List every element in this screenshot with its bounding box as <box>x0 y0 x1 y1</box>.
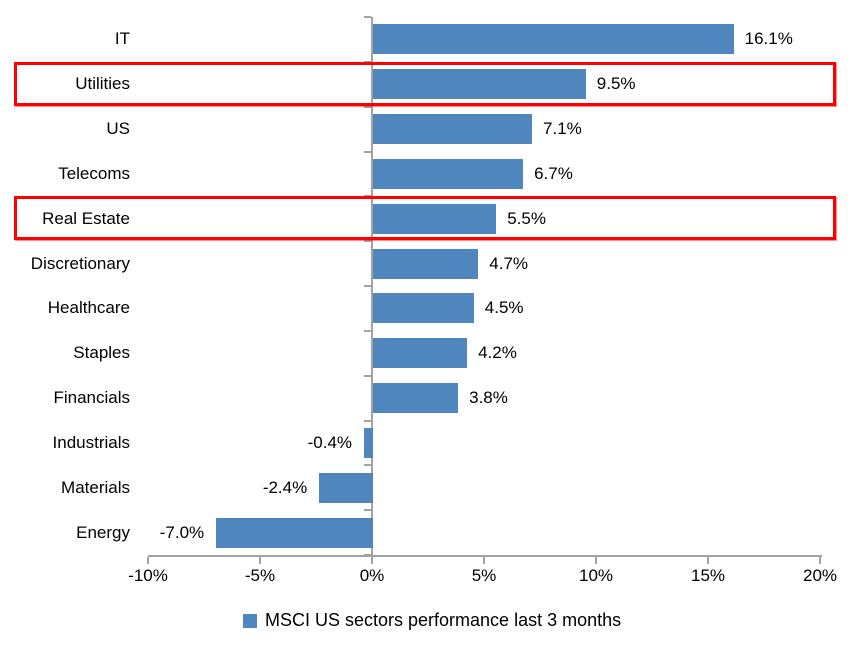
x-axis-tick-label: 5% <box>471 566 497 585</box>
x-axis-tick-label: 0% <box>359 566 385 585</box>
value-label: 7.1% <box>543 119 582 139</box>
category-label: Utilities <box>75 74 130 94</box>
category-label: US <box>106 119 130 139</box>
x-axis-tick-label: 10% <box>578 566 614 585</box>
y-axis-line <box>371 17 373 555</box>
value-label: 16.1% <box>744 29 793 49</box>
bar-utilities <box>373 69 586 100</box>
bar-real-estate <box>373 203 497 234</box>
x-axis-tick-label: 20% <box>802 566 838 585</box>
bar-healthcare <box>373 293 474 324</box>
bar-us <box>373 114 533 145</box>
category-label: Real Estate <box>42 208 130 228</box>
x-axis-tick <box>595 557 597 564</box>
value-label: -2.4% <box>262 477 308 497</box>
bar-it <box>373 24 734 55</box>
x-axis-tick-label: -10% <box>128 566 168 585</box>
legend-square-icon <box>243 613 257 628</box>
y-axis-tick <box>364 329 371 332</box>
y-axis-tick <box>364 150 371 153</box>
x-axis-tick <box>483 557 485 564</box>
y-axis-tick <box>364 240 371 243</box>
y-axis-tick <box>364 419 371 422</box>
category-label: Financials <box>53 388 130 408</box>
value-label: 3.8% <box>469 388 508 408</box>
value-label: 6.7% <box>534 163 573 183</box>
category-label: Staples <box>73 343 130 363</box>
y-axis-tick <box>364 285 371 287</box>
y-axis-tick <box>364 195 371 198</box>
x-axis-tick <box>819 557 821 564</box>
x-axis-line <box>148 555 822 557</box>
category-label: Telecoms <box>58 163 130 183</box>
x-axis-tick <box>371 557 373 564</box>
y-axis-tick <box>364 464 371 467</box>
category-label: Industrials <box>52 432 130 452</box>
bar-discretionary <box>373 248 479 279</box>
value-label: -7.0% <box>159 522 205 542</box>
value-label: 4.2% <box>478 343 517 363</box>
category-label: Healthcare <box>47 298 130 318</box>
bar-telecoms <box>373 158 524 189</box>
category-label: Materials <box>61 477 130 497</box>
category-label: Energy <box>76 522 130 542</box>
bar-energy <box>216 517 373 548</box>
value-label: 5.5% <box>507 208 546 228</box>
value-label: 4.5% <box>484 298 524 318</box>
y-axis-tick <box>364 105 371 108</box>
x-axis-tick-label: -5% <box>244 566 276 585</box>
y-axis-tick <box>364 374 371 377</box>
category-label: IT <box>114 29 130 49</box>
bar-staples <box>373 338 468 369</box>
legend-label: MSCI US sectors performance last 3 month… <box>265 610 622 630</box>
y-axis-tick <box>364 554 371 556</box>
y-axis-tick <box>364 509 371 512</box>
chart-legend: MSCI US sectors performance last 3 month… <box>243 610 621 631</box>
bar-industrials <box>364 427 373 458</box>
bar-financials <box>373 383 459 414</box>
y-axis-tick <box>364 60 371 63</box>
value-label: 4.7% <box>489 253 529 273</box>
x-axis-tick <box>707 557 709 564</box>
y-axis-tick <box>364 16 371 18</box>
value-label: -0.4% <box>307 432 353 452</box>
x-axis-tick-label: 15% <box>690 566 726 585</box>
x-axis-tick <box>147 557 149 564</box>
value-label: 9.5% <box>596 74 636 94</box>
category-label: Discretionary <box>30 253 130 273</box>
x-axis-tick <box>259 557 261 564</box>
bar-materials <box>319 472 373 503</box>
